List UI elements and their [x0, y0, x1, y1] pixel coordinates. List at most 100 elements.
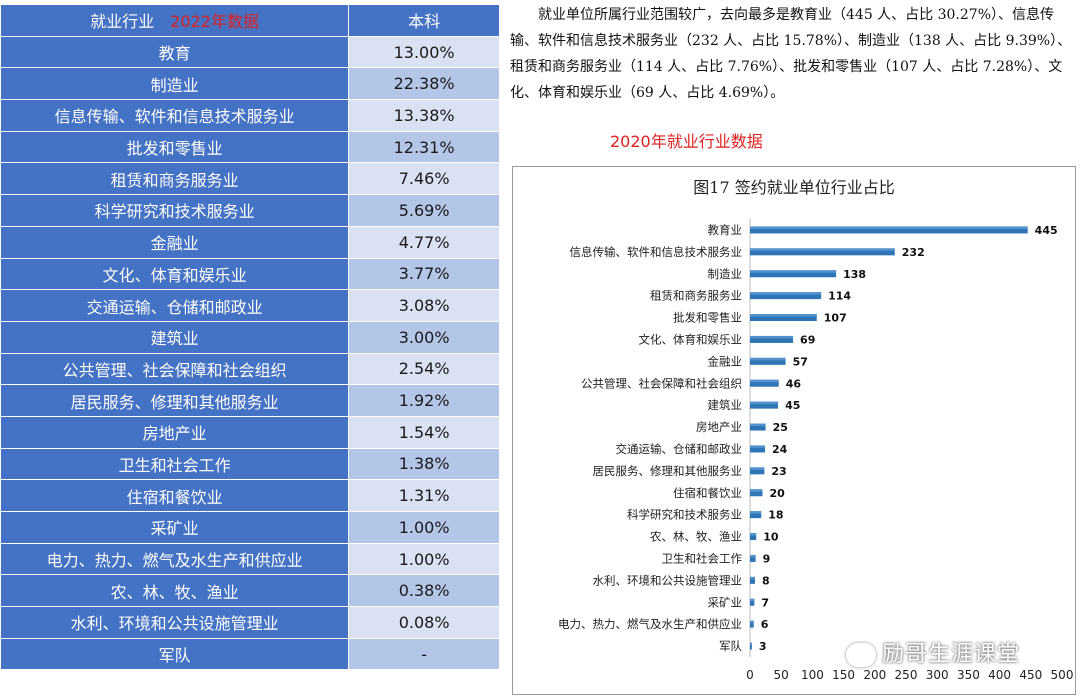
table-row: 制造业 22.38%: [0, 67, 500, 101]
category-label: 金融业: [708, 354, 743, 368]
bar-highlight: [750, 467, 765, 470]
x-tick-label: 150: [832, 668, 855, 682]
category-label: 建筑业: [708, 398, 743, 412]
bar: [750, 554, 756, 562]
value-cell: 1.54%: [348, 415, 500, 449]
industry-cell: 公共管理、社会保障和社会组织: [0, 352, 350, 386]
data-label: 9: [763, 552, 771, 565]
bar: [750, 467, 765, 475]
value-cell: 0.08%: [348, 606, 500, 639]
value-cell: 0.38%: [348, 574, 500, 608]
bar-highlight: [750, 620, 754, 624]
industry-cell: 农、林、牧、渔业: [0, 574, 350, 608]
industry-cell: 居民服务、修理和其他服务业: [0, 384, 350, 417]
bar: [750, 445, 765, 453]
table-row: 公共管理、社会保障和社会组织 2.54%: [0, 352, 500, 386]
value-cell: -: [348, 637, 500, 671]
bar-highlight: [750, 226, 1028, 229]
value-cell: 7.46%: [348, 162, 500, 196]
industry-cell: 信息传输、软件和信息技术服务业: [0, 99, 350, 132]
bar-highlight: [750, 598, 755, 602]
x-tick-label: 250: [895, 668, 918, 682]
bar: [750, 423, 766, 431]
category-label: 教育业: [708, 223, 743, 237]
bar-highlight: [750, 401, 779, 405]
chart-frame: 图17 签约就业单位行业占比 教育业 445 信息传输、软件和信息技术服务业 232 制造…: [512, 166, 1076, 695]
category-label: 卫生和社会工作: [662, 551, 743, 565]
x-tick-label: 500: [1051, 668, 1074, 682]
table-row: 居民服务、修理和其他服务业 1.92%: [0, 384, 500, 417]
header-value-cell: 本科: [348, 4, 500, 37]
data-label: 69: [800, 333, 815, 346]
value-cell: 1.00%: [348, 542, 500, 576]
value-cell: 13.00%: [348, 35, 500, 69]
table-row: 批发和零售业 12.31%: [0, 130, 500, 164]
wechat-icon: [846, 643, 876, 667]
bar: [750, 270, 837, 278]
data-label: 8: [762, 574, 770, 587]
industry-cell: 水利、环境和公共设施管理业: [0, 606, 350, 639]
x-tick-label: 200: [863, 668, 886, 682]
table-row: 采矿业 1.00%: [0, 511, 500, 544]
category-label: 信息传输、软件和信息技术服务业: [570, 245, 743, 259]
bar: [750, 226, 1028, 234]
table-row: 建筑业 3.00%: [0, 320, 500, 354]
industry-cell: 教育: [0, 35, 350, 69]
data-label: 232: [902, 246, 925, 259]
bar: [750, 401, 779, 409]
data-label: 45: [785, 399, 800, 412]
chart-section-title: 2020年就业行业数据: [610, 132, 763, 151]
industry-cell: 采矿业: [0, 511, 350, 544]
data-label: 6: [761, 618, 769, 631]
table-row: 信息传输、软件和信息技术服务业 13.38%: [0, 99, 500, 132]
x-tick-label: 350: [957, 668, 980, 682]
table-row: 租赁和商务服务业 7.46%: [0, 162, 500, 196]
table-row: 房地产业 1.54%: [0, 415, 500, 449]
category-label: 交通运输、仓储和邮政业: [616, 442, 743, 456]
value-cell: 3.08%: [348, 289, 500, 322]
category-label: 电力、热力、燃气及水生产和供应业: [558, 617, 742, 631]
bar-highlight: [750, 511, 762, 514]
bar-highlight: [750, 533, 757, 536]
description-paragraph: 就业单位所属行业范围较广，去向最多是教育业（445 人、占比 30.27%）、信…: [510, 7, 1072, 101]
bar: [750, 335, 794, 343]
value-cell: 12.31%: [348, 130, 500, 164]
data-label: 445: [1035, 224, 1058, 237]
data-label: 10: [763, 531, 779, 544]
data-label: 25: [773, 421, 788, 434]
data-label: 20: [769, 487, 785, 500]
table-row: 科学研究和技术服务业 5.69%: [0, 194, 500, 227]
x-tick-label: 300: [926, 668, 949, 682]
industry-cell: 交通运输、仓储和邮政业: [0, 289, 350, 322]
bar-highlight: [750, 248, 895, 251]
category-label: 住宿和餐饮业: [673, 486, 742, 500]
bar: [750, 642, 752, 650]
bar-highlight: [750, 379, 779, 383]
bar-highlight: [750, 292, 822, 295]
category-label: 租赁和商务服务业: [650, 289, 742, 303]
value-cell: 1.92%: [348, 384, 500, 417]
bar-highlight: [750, 335, 794, 339]
bar: [750, 620, 754, 628]
industry-cell: 电力、热力、燃气及水生产和供应业: [0, 542, 350, 576]
industry-table: 就业行业 2022年数据 本科 教育 13.00% 制造业 22.38% 信息传输、软件和…: [0, 4, 500, 671]
category-label: 公共管理、社会保障和社会组织: [581, 376, 742, 390]
table-row: 农、林、牧、渔业 0.38%: [0, 574, 500, 608]
table-row: 教育 13.00%: [0, 35, 500, 69]
bar: [750, 314, 817, 322]
category-label: 科学研究和技术服务业: [627, 508, 742, 522]
watermark: 励哥生涯课堂: [846, 636, 1020, 668]
x-tick-label: 0: [746, 668, 754, 682]
industry-cell: 文化、体育和娱乐业: [0, 257, 350, 291]
data-label: 7: [761, 596, 769, 609]
value-cell: 3.00%: [348, 320, 500, 354]
x-tick-label: 400: [988, 668, 1011, 682]
value-cell: 4.77%: [348, 225, 500, 259]
data-label: 23: [771, 465, 786, 478]
category-label: 文化、体育和娱乐业: [639, 332, 743, 346]
industry-cell: 租赁和商务服务业: [0, 162, 350, 196]
data-label: 24: [772, 443, 788, 456]
chart-title: 图17 签约就业单位行业占比: [693, 178, 894, 197]
bar-highlight: [750, 314, 817, 317]
industry-cell: 军队: [0, 637, 350, 671]
